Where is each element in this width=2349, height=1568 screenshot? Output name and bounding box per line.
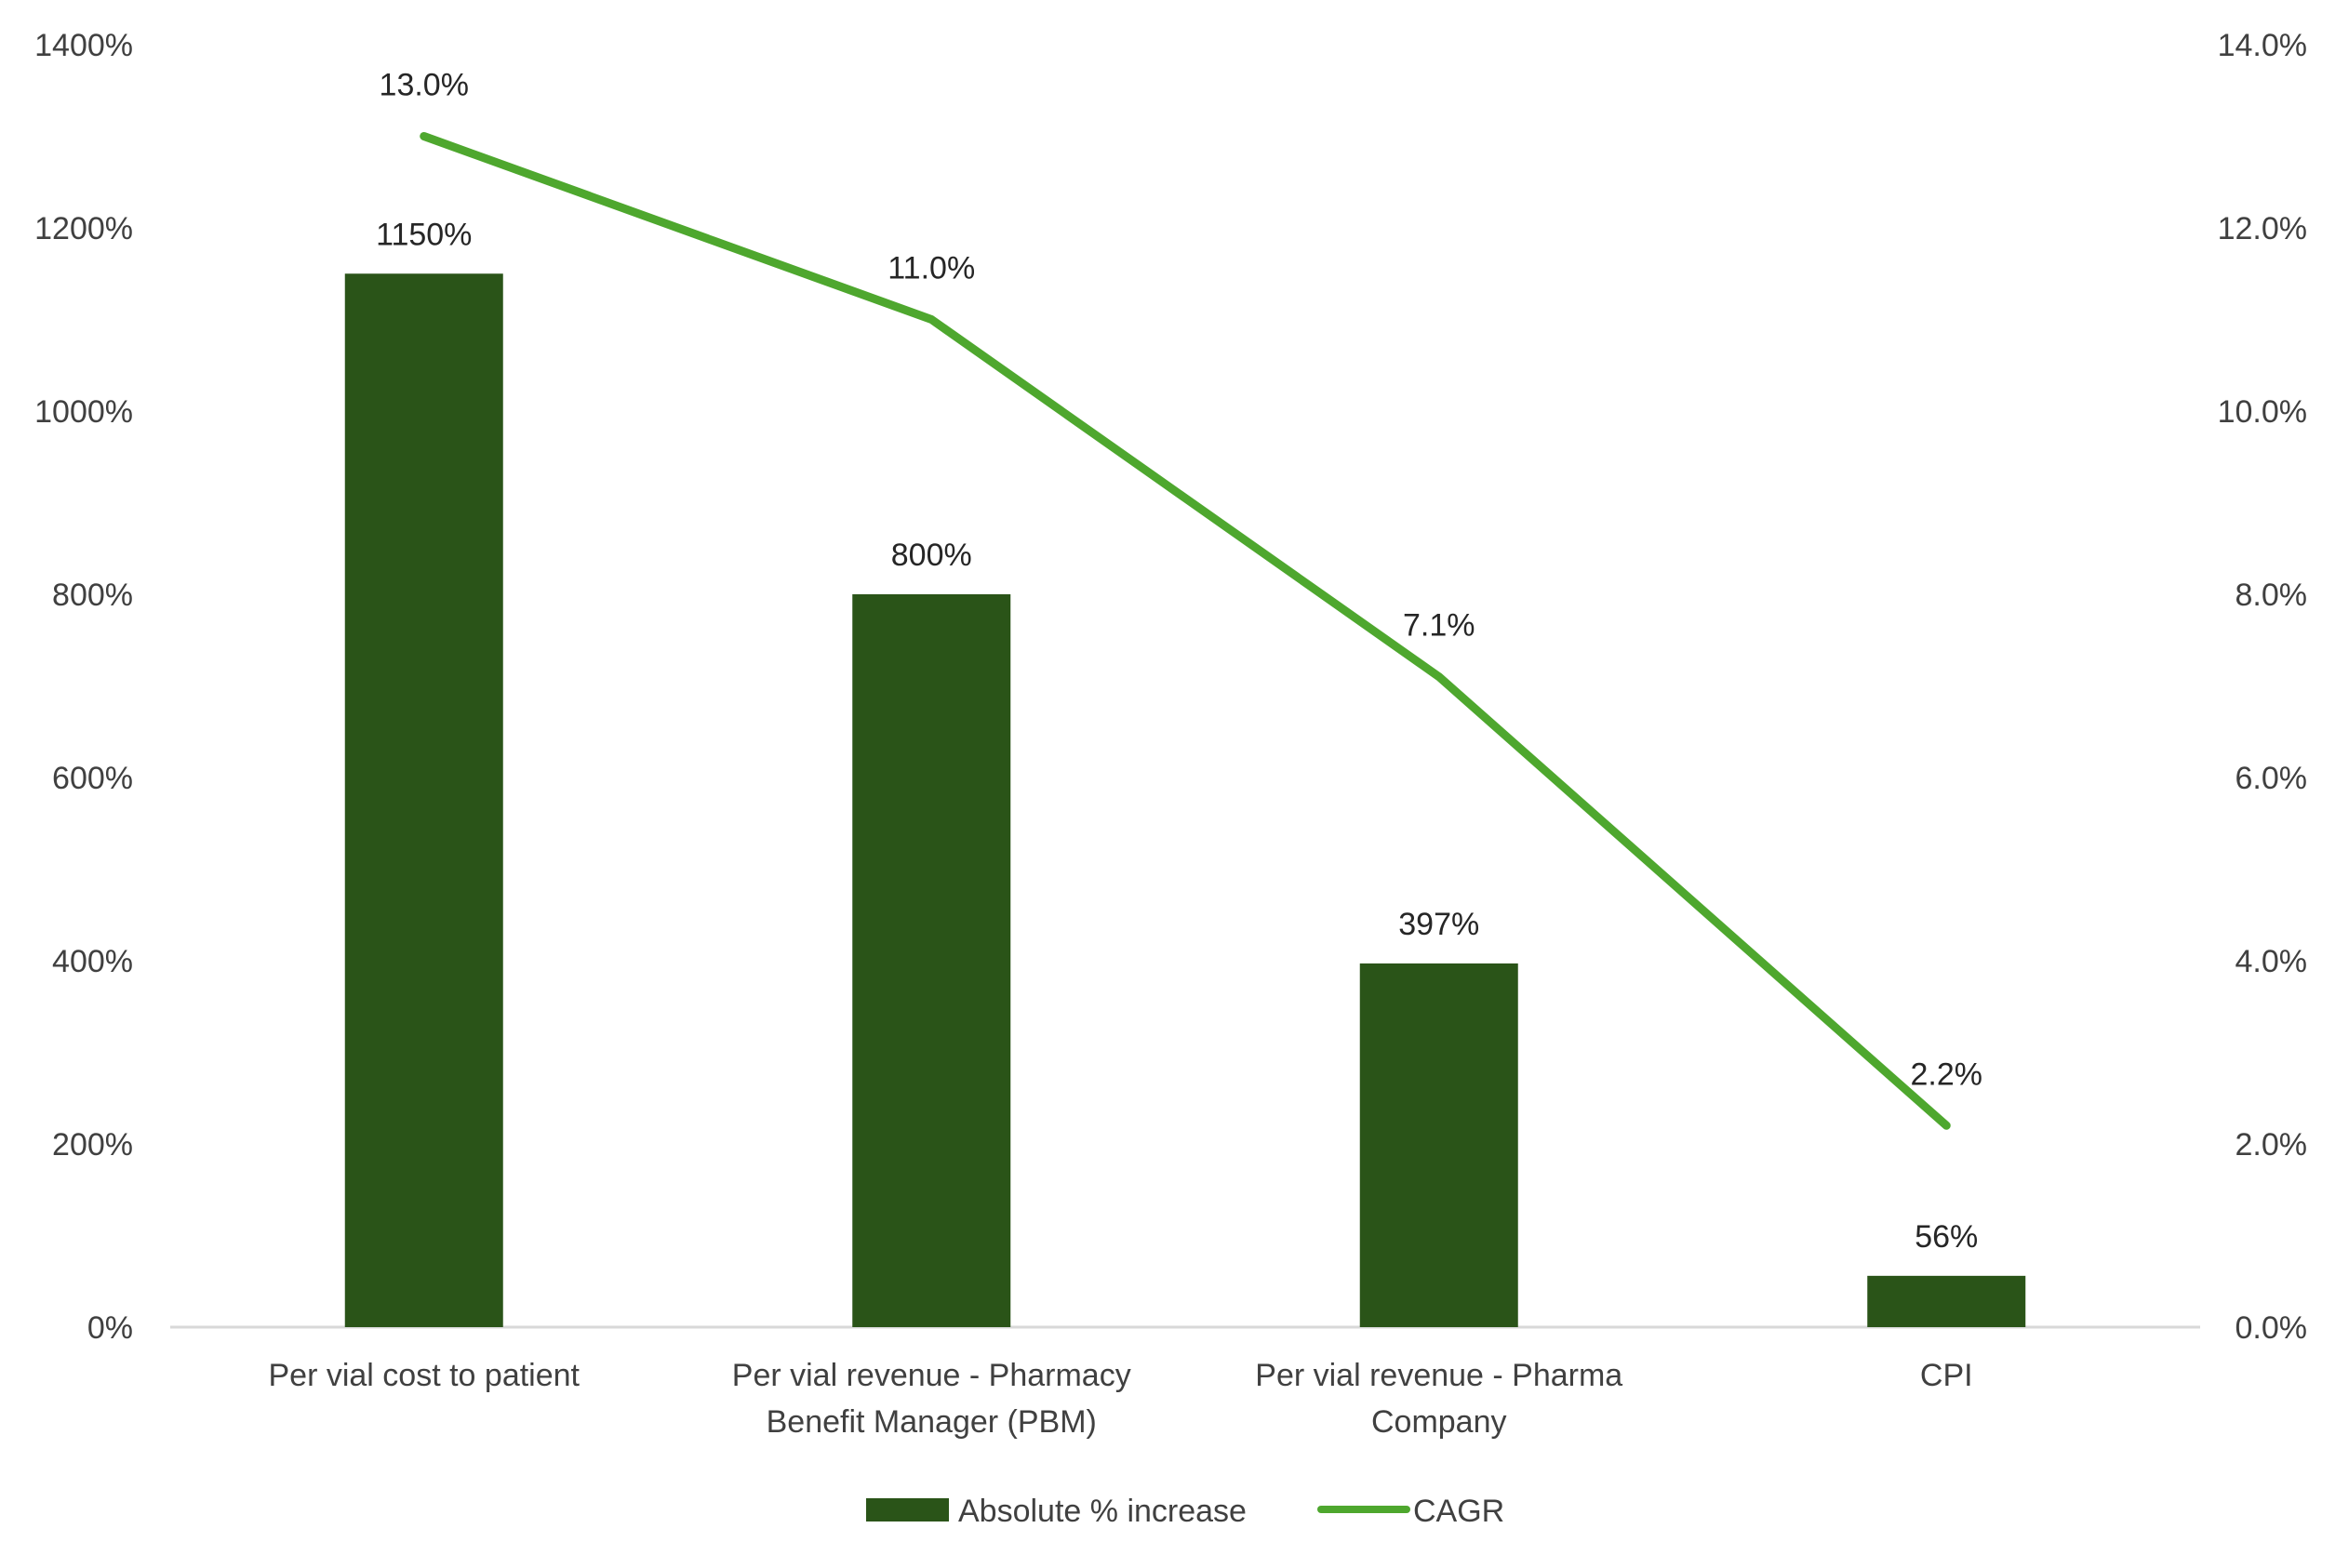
right-y-tick-label: 14.0% xyxy=(2218,28,2307,63)
right-y-tick-label: 0.0% xyxy=(2236,1310,2308,1346)
x-category-label: Per vial revenue - Pharma xyxy=(1255,1358,1622,1393)
bar-value-label: 1150% xyxy=(376,217,472,252)
left-y-axis: 0% 200% 400% 600% 800% 1000% 1200% 1400% xyxy=(34,28,133,1346)
bar xyxy=(344,273,503,1327)
right-y-tick-label: 10.0% xyxy=(2218,394,2307,430)
cagr-line xyxy=(420,132,1951,1130)
right-y-tick-label: 2.0% xyxy=(2236,1127,2308,1163)
bar-value-label: 800% xyxy=(891,538,972,573)
x-category-label: Company xyxy=(1371,1404,1507,1440)
left-y-tick-label: 200% xyxy=(52,1127,133,1163)
cagr-value-label: 7.1% xyxy=(1403,608,1475,644)
x-category-label: Benefit Manager (PBM) xyxy=(767,1404,1097,1440)
left-y-tick-label: 1000% xyxy=(34,394,133,430)
right-y-tick-label: 8.0% xyxy=(2236,578,2308,613)
bar xyxy=(1359,963,1518,1327)
bar-value-label: 56% xyxy=(1915,1219,1978,1255)
x-axis-categories: Per vial cost to patient Per vial revenue… xyxy=(268,1358,1972,1440)
legend: Absolute % increase CAGR xyxy=(866,1494,1504,1529)
bar-value-label: 397% xyxy=(1398,907,1479,942)
bar-data-labels: 1150% 800% 397% 56% xyxy=(376,217,1978,1255)
right-y-axis: 0.0% 2.0% 4.0% 6.0% 8.0% 10.0% 12.0% 14.0% xyxy=(2218,28,2307,1346)
x-category-label: CPI xyxy=(1920,1358,1973,1393)
cagr-value-label: 13.0% xyxy=(380,68,469,103)
right-y-tick-label: 12.0% xyxy=(2218,211,2307,246)
cagr-value-label: 2.2% xyxy=(1911,1056,1983,1092)
bar-series xyxy=(344,273,2026,1327)
x-category-label: Per vial cost to patient xyxy=(268,1358,580,1393)
left-y-tick-label: 800% xyxy=(52,578,133,613)
x-category-label: Per vial revenue - Pharmacy xyxy=(732,1358,1131,1393)
right-y-tick-label: 6.0% xyxy=(2236,761,2308,796)
bar xyxy=(852,594,1011,1327)
legend-swatch-bar xyxy=(866,1498,949,1521)
left-y-tick-label: 600% xyxy=(52,761,133,796)
left-y-tick-label: 400% xyxy=(52,944,133,979)
line-series xyxy=(420,132,1951,1130)
legend-label-bar: Absolute % increase xyxy=(958,1494,1247,1529)
bar xyxy=(1867,1275,2026,1327)
cagr-value-label: 11.0% xyxy=(888,251,975,286)
left-y-tick-label: 1200% xyxy=(34,211,133,246)
right-y-tick-label: 4.0% xyxy=(2236,944,2308,979)
left-y-tick-label: 0% xyxy=(87,1310,133,1346)
legend-label-line: CAGR xyxy=(1413,1494,1504,1529)
left-y-tick-label: 1400% xyxy=(34,28,133,63)
line-data-labels: 13.0% 11.0% 7.1% 2.2% xyxy=(380,68,1982,1093)
